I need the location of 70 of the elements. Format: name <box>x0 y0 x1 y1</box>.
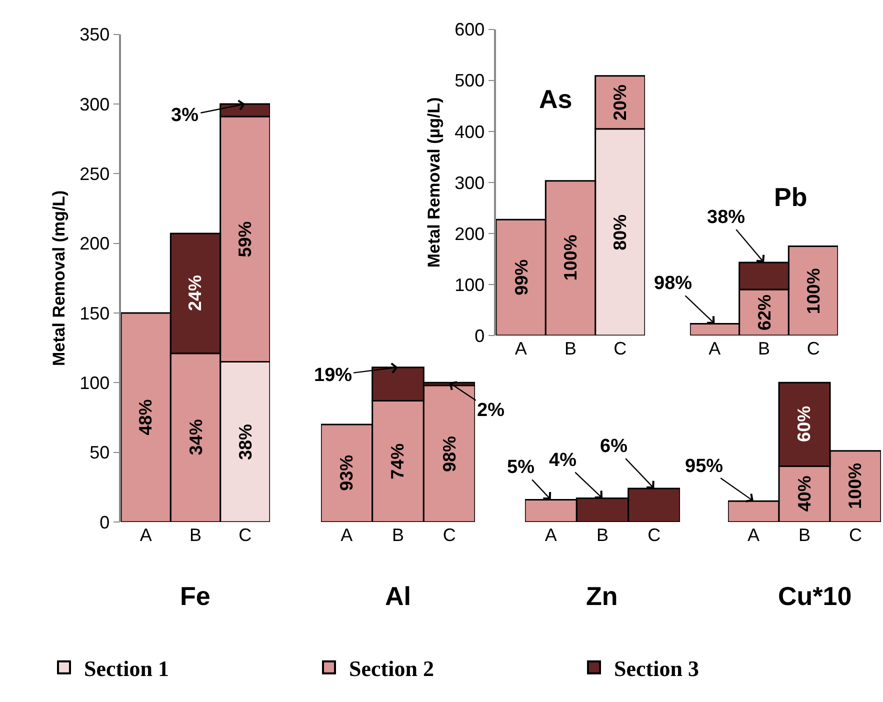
annotation: 95% <box>685 456 724 477</box>
y-axis-title: Metal Removal (µg/L) <box>424 97 444 268</box>
y-tick-label: 200 <box>80 234 110 254</box>
annotation: 3% <box>171 105 199 126</box>
annotation: 5% <box>507 457 535 478</box>
y-tick-label: 600 <box>454 20 485 40</box>
annotation: 4% <box>549 450 577 471</box>
annotation: 40% <box>794 476 814 512</box>
y-tick-label: 300 <box>454 172 485 193</box>
annotation: 93% <box>336 454 356 491</box>
annotation: 99% <box>511 259 532 296</box>
x-tick-label: C <box>806 338 820 358</box>
text: Pb <box>774 182 808 212</box>
y-tick-label: 0 <box>100 512 110 532</box>
y-tick-label: 200 <box>454 224 485 244</box>
annotation: 74% <box>388 443 408 480</box>
annotation: 24% <box>185 274 206 311</box>
text: Cu*10 <box>778 581 852 611</box>
x-tick-label: C <box>614 338 627 358</box>
x-tick-label: A <box>340 524 353 545</box>
legend-label: Section 3 <box>614 656 699 681</box>
y-tick-label: 100 <box>80 372 110 393</box>
annotation: 62% <box>754 294 774 330</box>
annotation: 98% <box>654 273 692 294</box>
annotation: 60% <box>794 406 814 442</box>
text: Fe <box>180 581 210 611</box>
x-tick-label: A <box>514 338 527 358</box>
annotation: 59% <box>235 221 256 258</box>
annotation: 20% <box>610 84 630 121</box>
y-tick-label: 350 <box>80 24 110 45</box>
y-tick-label: 50 <box>90 442 110 463</box>
annotation: 48% <box>135 399 156 436</box>
annotation: 38% <box>707 207 746 228</box>
x-tick-label: C <box>849 524 862 545</box>
legend-label: Section 1 <box>84 656 169 681</box>
y-tick-label: 500 <box>454 70 485 91</box>
text: Al <box>385 581 411 611</box>
annotation: 19% <box>314 365 352 386</box>
text: Zn <box>586 581 618 611</box>
x-tick-label: A <box>140 524 152 545</box>
annotation: 6% <box>600 436 628 457</box>
x-tick-label: B <box>596 524 609 545</box>
x-tick-label: B <box>798 524 811 545</box>
y-tick-label: 0 <box>474 326 485 346</box>
y-tick-label: 150 <box>80 303 110 324</box>
x-tick-label: C <box>648 524 661 545</box>
annotation: 38% <box>235 424 256 460</box>
x-tick-label: C <box>238 524 252 545</box>
x-tick-label: B <box>758 338 770 358</box>
x-tick-label: A <box>708 338 721 358</box>
y-tick-label: 100 <box>454 274 485 295</box>
y-tick-label: 400 <box>454 122 485 142</box>
x-tick-label: A <box>747 524 760 545</box>
x-tick-label: A <box>544 524 557 545</box>
annotation: 98% <box>440 436 460 472</box>
x-tick-label: B <box>564 338 577 358</box>
y-axis-title: Metal Removal (mg/L) <box>50 190 69 366</box>
annotation: 100% <box>560 234 580 281</box>
y-tick-label: 300 <box>80 94 110 114</box>
annotation: 100% <box>804 268 824 314</box>
annotation: 34% <box>186 419 206 456</box>
x-tick-label: B <box>189 524 202 545</box>
legend-label: Section 2 <box>349 656 434 681</box>
x-tick-label: B <box>392 524 404 545</box>
annotation: 100% <box>845 462 866 509</box>
annotation: 80% <box>610 214 630 250</box>
y-tick-label: 250 <box>80 164 110 184</box>
x-tick-label: C <box>442 524 456 545</box>
text: As <box>539 84 572 114</box>
annotation: 2% <box>477 400 505 421</box>
